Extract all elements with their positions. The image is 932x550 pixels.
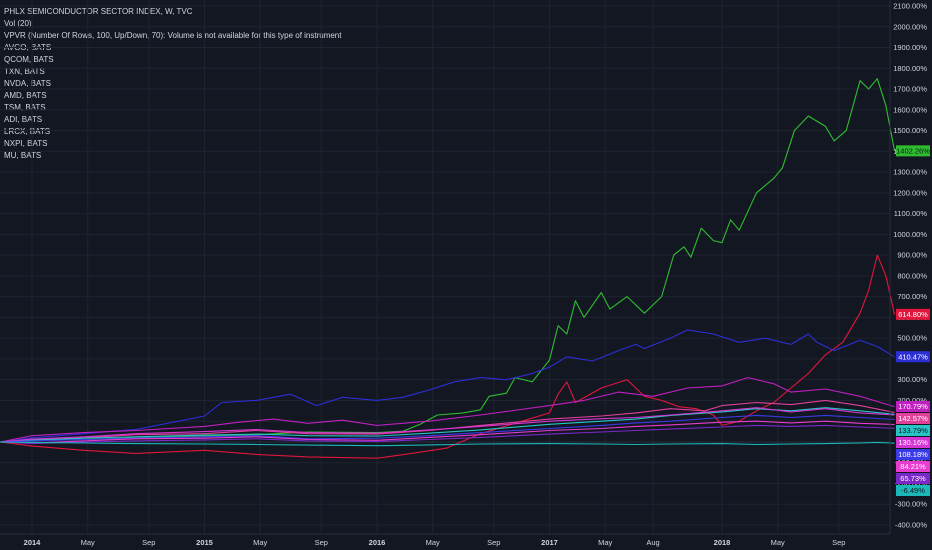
- price-badge: [896, 437, 930, 449]
- y-tick-label: 1900.00%: [893, 43, 927, 52]
- y-tick-label: 200.00%: [897, 396, 927, 405]
- x-tick-label: 2016: [369, 538, 386, 547]
- series-line-10[interactable]: [0, 441, 895, 447]
- series-line-1[interactable]: [0, 254, 896, 459]
- price-badge: [896, 425, 930, 437]
- price-badge: [896, 401, 930, 413]
- y-tick-label: 2000.00%: [893, 22, 927, 31]
- y-tick-label: 1300.00%: [893, 168, 927, 177]
- price-badge: [896, 473, 930, 485]
- x-tick-label: 2017: [541, 538, 558, 547]
- legend-entry[interactable]: ADI, BATS: [4, 115, 43, 124]
- price-badge-label: -6.49%: [901, 486, 925, 495]
- x-tick-label: May: [426, 538, 440, 547]
- price-badge: [896, 461, 930, 473]
- x-tick-label: 2015: [196, 538, 213, 547]
- series-layer: [0, 78, 896, 459]
- x-tick-label: May: [598, 538, 612, 547]
- price-badge: [896, 449, 930, 461]
- y-tick-label: 1200.00%: [893, 188, 927, 197]
- price-badge-label: 1402.26%: [896, 147, 930, 156]
- x-tick-label: Sep: [832, 538, 845, 547]
- y-tick-label: 900.00%: [897, 251, 927, 260]
- y-tick-label: 500.00%: [897, 334, 927, 343]
- y-tick-label: 1700.00%: [893, 85, 927, 94]
- legend-entry[interactable]: NVDA, BATS: [4, 79, 51, 88]
- series-line-9[interactable]: [0, 424, 895, 445]
- y-tick-label: 700.00%: [897, 292, 927, 301]
- x-tick-label: May: [253, 538, 267, 547]
- legend-entry[interactable]: TXN, BATS: [4, 67, 45, 76]
- series-line-6[interactable]: [0, 407, 895, 443]
- price-badge-label: 614.80%: [898, 310, 928, 319]
- x-tick-label: Aug: [646, 538, 659, 547]
- price-badge: [896, 485, 930, 497]
- chart-grid: [0, 0, 890, 534]
- price-badge: [896, 413, 930, 425]
- x-tick-label: Sep: [487, 538, 500, 547]
- price-badge-label: 84.21%: [900, 462, 926, 471]
- price-badge: [896, 308, 930, 320]
- x-tick-label: 2014: [24, 538, 42, 547]
- y-tick-label: 1100.00%: [894, 209, 928, 218]
- series-line-0[interactable]: [0, 78, 896, 443]
- y-tick-label: 300.00%: [897, 375, 927, 384]
- price-badge: [896, 351, 930, 363]
- x-axis[interactable]: 2014 May Sep 2015 May Sep 2016 May Sep 2017 May Aug…: [24, 538, 846, 547]
- series-line-5[interactable]: [0, 407, 895, 443]
- x-tick-label: Sep: [315, 538, 328, 547]
- y-tick-label: 1500.00%: [893, 126, 927, 135]
- y-tick-label: -300.00%: [895, 500, 927, 509]
- y-tick-label: 1000.00%: [893, 230, 927, 239]
- x-tick-label: Sep: [142, 538, 155, 547]
- y-tick-label: -400.00%: [895, 521, 927, 530]
- legend-entry[interactable]: TSM, BATS: [4, 103, 46, 112]
- price-badge-label: 133.79%: [898, 426, 928, 435]
- price-badge: [896, 145, 930, 157]
- x-tick-label: 2018: [714, 538, 731, 547]
- price-badge-label: 170.79%: [898, 402, 928, 411]
- series-line-2[interactable]: [0, 329, 895, 443]
- price-badge-label: 130.16%: [898, 438, 928, 447]
- x-tick-label: May: [771, 538, 785, 547]
- price-badge-label: 108.18%: [898, 450, 928, 459]
- y-tick-label: 1800.00%: [893, 64, 927, 73]
- legend-entry[interactable]: QCOM, BATS: [4, 55, 54, 64]
- legend-title[interactable]: PHLX SEMICONDUCTOR SECTOR INDEX, W, TVC: [4, 7, 193, 16]
- series-line-7[interactable]: [0, 414, 895, 443]
- legend-entry[interactable]: MU, BATS: [4, 151, 42, 160]
- y-tick-label: 2100.00%: [893, 2, 927, 11]
- x-tick-label: May: [81, 538, 95, 547]
- series-line-8[interactable]: [0, 420, 895, 444]
- legend-entry[interactable]: NXPI, BATS: [4, 139, 48, 148]
- legend-entry[interactable]: AMD, BATS: [4, 91, 47, 100]
- price-badges: 1402.26% 614.80% 410.47% 170.79% 142.57% 133.…: [896, 145, 930, 497]
- series-line-3[interactable]: [0, 377, 895, 443]
- price-badge-label: 410.47%: [898, 352, 928, 361]
- price-badge-label: 142.57%: [898, 414, 928, 423]
- price-badge-label: 65.73%: [900, 474, 926, 483]
- series-line-4[interactable]: [0, 399, 895, 443]
- legend-entry[interactable]: Vol (20): [4, 19, 32, 28]
- legend-entry[interactable]: LRCX, BATS: [4, 127, 51, 136]
- y-tick-label: 800.00%: [897, 271, 927, 280]
- y-tick-label: 1600.00%: [893, 105, 927, 114]
- legend-entry[interactable]: VPVR (Number Of Rows, 100, Up/Down, 70):…: [4, 31, 342, 40]
